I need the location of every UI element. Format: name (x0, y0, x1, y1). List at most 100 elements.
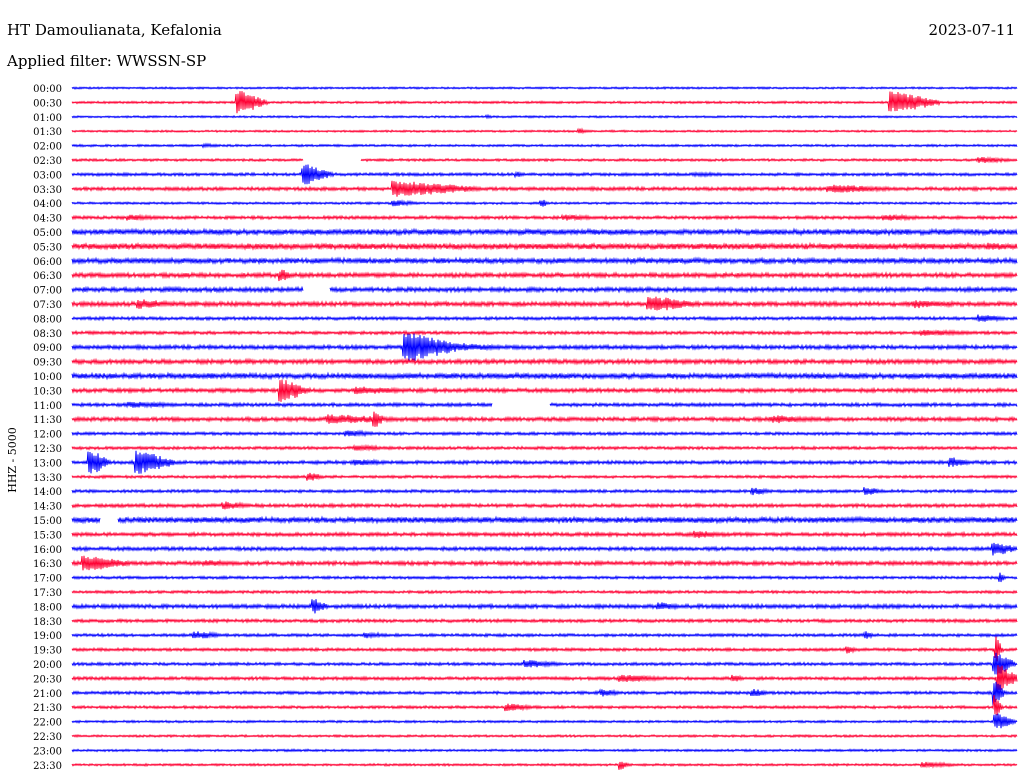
trace-line (71, 472, 1018, 481)
time-label: 06:30 (33, 271, 62, 282)
time-label: 17:30 (33, 588, 62, 599)
trace-line (71, 681, 1018, 706)
trace-line (71, 589, 1018, 595)
time-label: 06:00 (33, 257, 62, 268)
trace-line (71, 113, 1018, 120)
time-label: 12:00 (33, 430, 62, 441)
date-label: 2023-07-11 (928, 21, 1015, 39)
trace-line (71, 713, 1018, 729)
time-label: 14:00 (33, 487, 62, 498)
time-label: 05:30 (33, 242, 62, 253)
trace-line (71, 542, 1018, 556)
time-label: 09:00 (33, 343, 62, 354)
time-label: 21:30 (33, 703, 62, 714)
trace-line (71, 213, 1018, 222)
time-label: 18:00 (33, 602, 62, 613)
time-label: 16:00 (33, 545, 62, 556)
time-label: 11:30 (33, 415, 62, 426)
time-label: 09:30 (33, 358, 62, 369)
trace-line (71, 443, 1018, 452)
trace-line (71, 314, 1018, 323)
time-label: 23:30 (33, 761, 62, 772)
trace-line (71, 241, 1018, 251)
time-label: 15:00 (33, 516, 62, 527)
trace-line (71, 695, 1018, 716)
trace-line (71, 572, 1018, 583)
time-label: 20:30 (33, 674, 62, 685)
trace-line (71, 429, 1018, 438)
time-label: 03:00 (33, 170, 62, 181)
time-label: 04:00 (33, 199, 62, 210)
time-label: 02:00 (33, 142, 62, 153)
filter-label: Applied filter: WWSSN-SP (7, 52, 207, 70)
time-label: 19:30 (33, 646, 62, 657)
trace-line (71, 269, 1018, 282)
time-label: 18:30 (33, 617, 62, 628)
time-label: 01:30 (33, 127, 62, 138)
trace-line (71, 636, 1018, 662)
time-label: 07:00 (33, 286, 62, 297)
trace-line (71, 617, 1018, 624)
time-label: 05:00 (33, 228, 62, 239)
trace-line (71, 164, 1018, 185)
time-label: 19:00 (33, 631, 62, 642)
trace-line (71, 256, 1018, 266)
trace-line (71, 630, 1018, 640)
time-label: 01:00 (33, 113, 62, 124)
time-label: 08:00 (33, 314, 62, 325)
time-label: 17:00 (33, 574, 62, 585)
trace-line (71, 91, 1018, 114)
time-label: 20:00 (33, 660, 62, 671)
trace-group (71, 85, 1018, 770)
time-label: 03:30 (33, 185, 62, 196)
trace-line (71, 487, 1018, 496)
time-label: 10:30 (33, 386, 62, 397)
trace-line (71, 156, 1018, 164)
trace-line (71, 530, 1018, 539)
y-axis-label: HHZ - 5000 (6, 427, 19, 493)
trace-line (71, 227, 1018, 237)
time-label: 13:30 (33, 473, 62, 484)
trace-line (71, 379, 1018, 402)
time-label: 10:00 (33, 372, 62, 383)
time-label: 08:30 (33, 329, 62, 340)
time-label: 04:30 (33, 214, 62, 225)
trace-line (71, 285, 1018, 294)
y-axis-label-svg: HHZ - 5000 (6, 427, 19, 493)
trace-line (71, 411, 1018, 427)
trace-line (71, 142, 1018, 149)
time-label: 23:00 (33, 746, 62, 757)
time-label: 07:30 (33, 300, 62, 311)
trace-line (71, 180, 1018, 197)
time-label: 02:30 (33, 156, 62, 167)
trace-line (71, 127, 1018, 135)
trace-line (71, 199, 1018, 207)
trace-line (71, 733, 1018, 739)
time-label: 11:00 (33, 401, 62, 412)
trace-line (71, 748, 1018, 753)
trace-line (71, 296, 1018, 311)
trace-line (71, 329, 1018, 337)
time-label: 13:00 (33, 458, 62, 469)
trace-line (71, 450, 1018, 474)
trace-line (71, 401, 1018, 409)
trace-line (71, 599, 1018, 614)
trace-line (71, 357, 1018, 366)
trace-line (71, 555, 1018, 571)
trace-line (71, 333, 1018, 361)
time-label-group: 00:00 00:30 01:00 01:30 02:00 02:30 03:00 03:30… (33, 84, 62, 772)
trace-line (71, 371, 1018, 381)
time-label: 22:00 (33, 718, 62, 729)
trace-line (71, 85, 1018, 91)
time-label: 16:30 (33, 559, 62, 570)
time-label: 00:30 (33, 98, 62, 109)
time-label: 22:30 (33, 732, 62, 743)
trace-line (71, 761, 1018, 770)
time-label: 12:30 (33, 444, 62, 455)
trace-line (71, 665, 1018, 692)
time-label: 14:30 (33, 502, 62, 513)
time-label: 00:00 (33, 84, 62, 95)
trace-line (71, 652, 1018, 675)
trace-line (71, 501, 1018, 510)
